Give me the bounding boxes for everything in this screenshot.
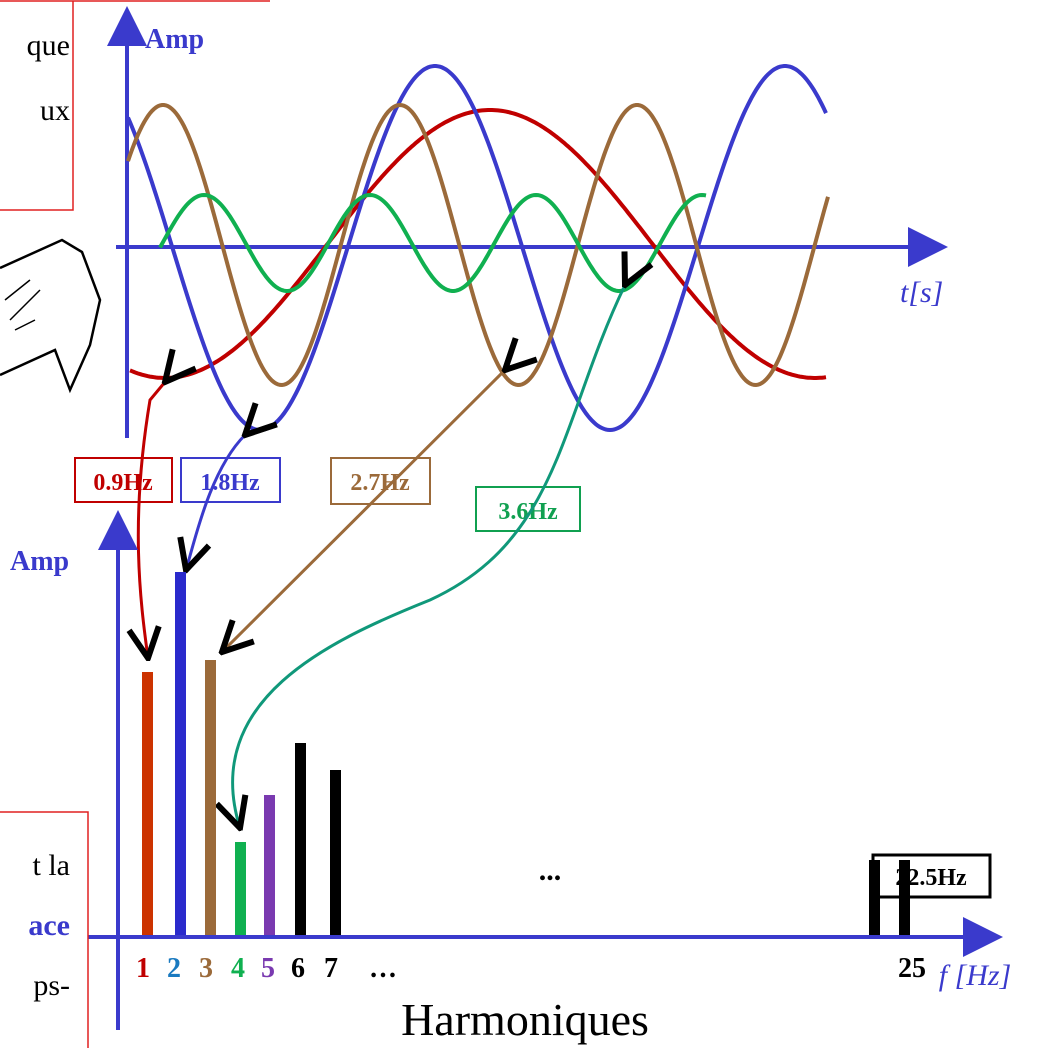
freq-label: 0.9Hz (93, 470, 153, 496)
caption: Harmoniques (401, 994, 649, 1045)
axis-label: f [Hz] (939, 959, 1012, 992)
freq-label: 3.6Hz (498, 499, 558, 525)
bubble (0, 238, 102, 394)
harmonic-number: 25 (898, 953, 926, 984)
box-text: que (27, 29, 70, 62)
box-text: t la (33, 849, 71, 882)
harmonic-number: 2 (167, 953, 181, 984)
box-text: ux (40, 94, 70, 127)
harmonic-number: 6 (291, 953, 305, 984)
bubble-sketch (4, 279, 41, 331)
freq-box (871, 853, 992, 899)
axis-label: t[s] (900, 276, 943, 309)
harmonic-number: 7 (324, 953, 338, 984)
links (138, 285, 625, 828)
harmonic-numbers: 1 2 3 4 5 6 7 … 25 (136, 953, 926, 984)
harmonic-number: 5 (261, 953, 275, 984)
harmonic-number: … (369, 953, 397, 984)
harmonic-number: 3 (199, 953, 213, 984)
axis-label: Amp (10, 546, 69, 577)
harmonic-number: 4 (231, 953, 245, 984)
box-text: ps- (33, 969, 70, 1002)
axis-label: Amp (145, 24, 204, 55)
text-box (0, 0, 270, 211)
box-text: ace (28, 909, 70, 942)
ellipsis: ... (539, 854, 562, 887)
text-box (0, 811, 89, 1048)
spectrum-bars (142, 572, 910, 935)
harmonic-number: 1 (136, 953, 150, 984)
